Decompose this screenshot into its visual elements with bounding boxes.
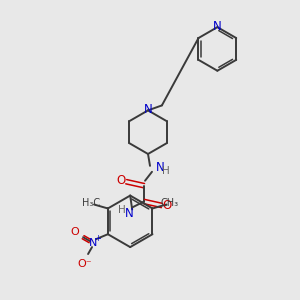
- Text: N: N: [89, 238, 97, 248]
- Text: H: H: [162, 166, 170, 176]
- Text: O⁻: O⁻: [78, 259, 92, 269]
- Text: N: N: [144, 103, 152, 116]
- Text: +: +: [94, 234, 101, 243]
- Text: O: O: [71, 227, 80, 237]
- Text: O: O: [162, 199, 172, 212]
- Text: CH₃: CH₃: [160, 197, 178, 208]
- Text: H: H: [118, 206, 126, 215]
- Text: H₃C: H₃C: [82, 197, 100, 208]
- Text: N: N: [213, 20, 222, 33]
- Text: O: O: [117, 174, 126, 187]
- Text: N: N: [125, 207, 134, 220]
- Text: N: N: [155, 161, 164, 174]
